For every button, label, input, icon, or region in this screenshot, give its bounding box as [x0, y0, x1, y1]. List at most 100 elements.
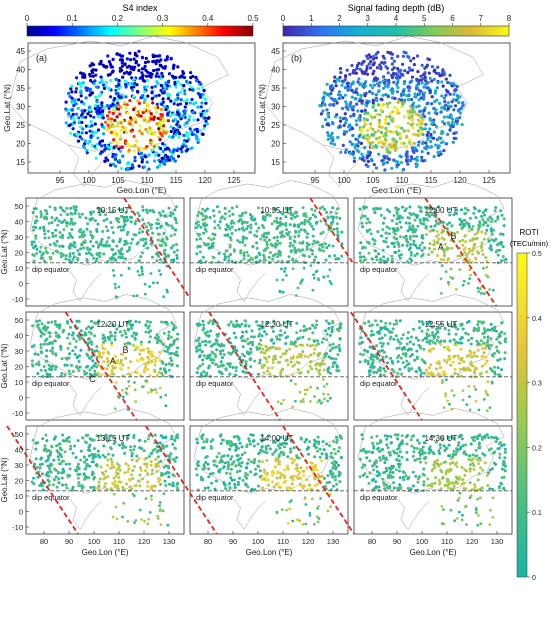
- s4-point: [88, 89, 92, 93]
- roti-point: [269, 346, 272, 350]
- s4-point: [89, 114, 93, 118]
- roti-point: [101, 453, 105, 457]
- fading-point: [381, 54, 385, 58]
- roti-point: [288, 244, 292, 248]
- s4-point: [128, 83, 132, 87]
- s4-point: [159, 125, 163, 129]
- fading-point: [369, 122, 373, 126]
- roti-point: [82, 455, 86, 459]
- s4-point: [161, 119, 165, 123]
- roti-point: [480, 321, 484, 325]
- roti-point: [433, 224, 437, 228]
- roti-point: [264, 344, 268, 348]
- fading-point: [444, 93, 448, 97]
- roti-point: [125, 219, 129, 223]
- s4-point: [117, 79, 121, 83]
- fading-point: [368, 151, 372, 155]
- roti-point: [301, 335, 305, 339]
- fading-ylabel: Geo.Lat (°N): [257, 84, 267, 132]
- s4-point: [100, 78, 104, 82]
- roti-point: [469, 273, 472, 277]
- roti-point: [396, 360, 400, 364]
- s4-tick-label: 0.2: [112, 14, 124, 23]
- s4-point: [166, 113, 170, 117]
- roti-point: [83, 460, 87, 464]
- s4-point: [166, 155, 170, 159]
- roti-point: [303, 388, 307, 392]
- roti-point: [148, 285, 152, 288]
- roti-point: [34, 236, 38, 240]
- roti-point: [459, 254, 463, 258]
- roti-point: [105, 323, 108, 327]
- s4-point: [80, 131, 84, 135]
- s4-point: [106, 144, 110, 148]
- fading-point: [461, 101, 465, 105]
- roti-point: [417, 343, 421, 347]
- fading-point: [402, 82, 406, 86]
- roti-point: [305, 241, 309, 245]
- roti-point: [257, 327, 261, 331]
- s4-point: [160, 71, 164, 76]
- s4-point: [116, 121, 120, 125]
- roti-point: [291, 267, 295, 271]
- roti-point: [204, 333, 208, 337]
- roti-point: [51, 346, 55, 350]
- s4-point: [160, 127, 165, 131]
- roti-point: [218, 349, 222, 353]
- roti-point: [104, 243, 108, 247]
- roti-point: [481, 218, 485, 222]
- roti-point: [113, 480, 117, 483]
- roti-point: [172, 250, 176, 254]
- roti-point: [235, 324, 239, 327]
- fading-point: [372, 163, 376, 167]
- roti-point: [133, 222, 137, 226]
- roti-point: [243, 319, 247, 323]
- fading-point: [423, 75, 427, 79]
- roti-point: [79, 484, 83, 488]
- s4-point: [154, 151, 159, 155]
- roti-point: [45, 439, 49, 443]
- roti-point: [251, 245, 255, 249]
- roti-point: [408, 367, 412, 371]
- s4-point: [67, 91, 71, 95]
- roti-point: [440, 264, 444, 268]
- fading-point: [371, 146, 375, 150]
- roti-point: [437, 237, 441, 241]
- roti-point: [248, 230, 252, 234]
- roti-point: [278, 250, 282, 254]
- roti-point: [280, 233, 284, 237]
- roti-point: [476, 329, 480, 333]
- fading-point: [332, 79, 337, 83]
- roti-point: [197, 336, 201, 340]
- roti-point: [447, 323, 450, 326]
- s4-point: [135, 111, 139, 115]
- s4-point: [77, 98, 81, 102]
- roti-point: [293, 215, 297, 219]
- roti-point: [77, 229, 81, 233]
- roti-point: [333, 361, 337, 364]
- terminator-line: [424, 197, 497, 307]
- roti-point: [401, 352, 405, 356]
- fading-xtick-label: 95: [311, 176, 320, 185]
- roti-point: [408, 340, 412, 344]
- roti-point: [436, 240, 439, 244]
- roti-point: [77, 212, 81, 216]
- roti-point: [140, 251, 144, 255]
- fading-point: [432, 136, 436, 140]
- roti-point: [146, 368, 150, 372]
- roti-point: [46, 229, 50, 233]
- s4-point: [98, 106, 102, 111]
- roti-point: [489, 220, 493, 224]
- s4-point: [103, 159, 107, 163]
- roti-point: [253, 218, 256, 222]
- s4-point: [137, 164, 141, 168]
- roti-point: [262, 363, 266, 367]
- roti-point: [271, 257, 275, 261]
- roti-point: [303, 392, 307, 396]
- fading-colorbar-strip: [282, 25, 510, 37]
- roti-point: [157, 269, 161, 273]
- fading-point: [442, 72, 446, 76]
- s4-point: [111, 152, 115, 156]
- s4-point: [201, 95, 205, 99]
- roti-point: [243, 243, 247, 247]
